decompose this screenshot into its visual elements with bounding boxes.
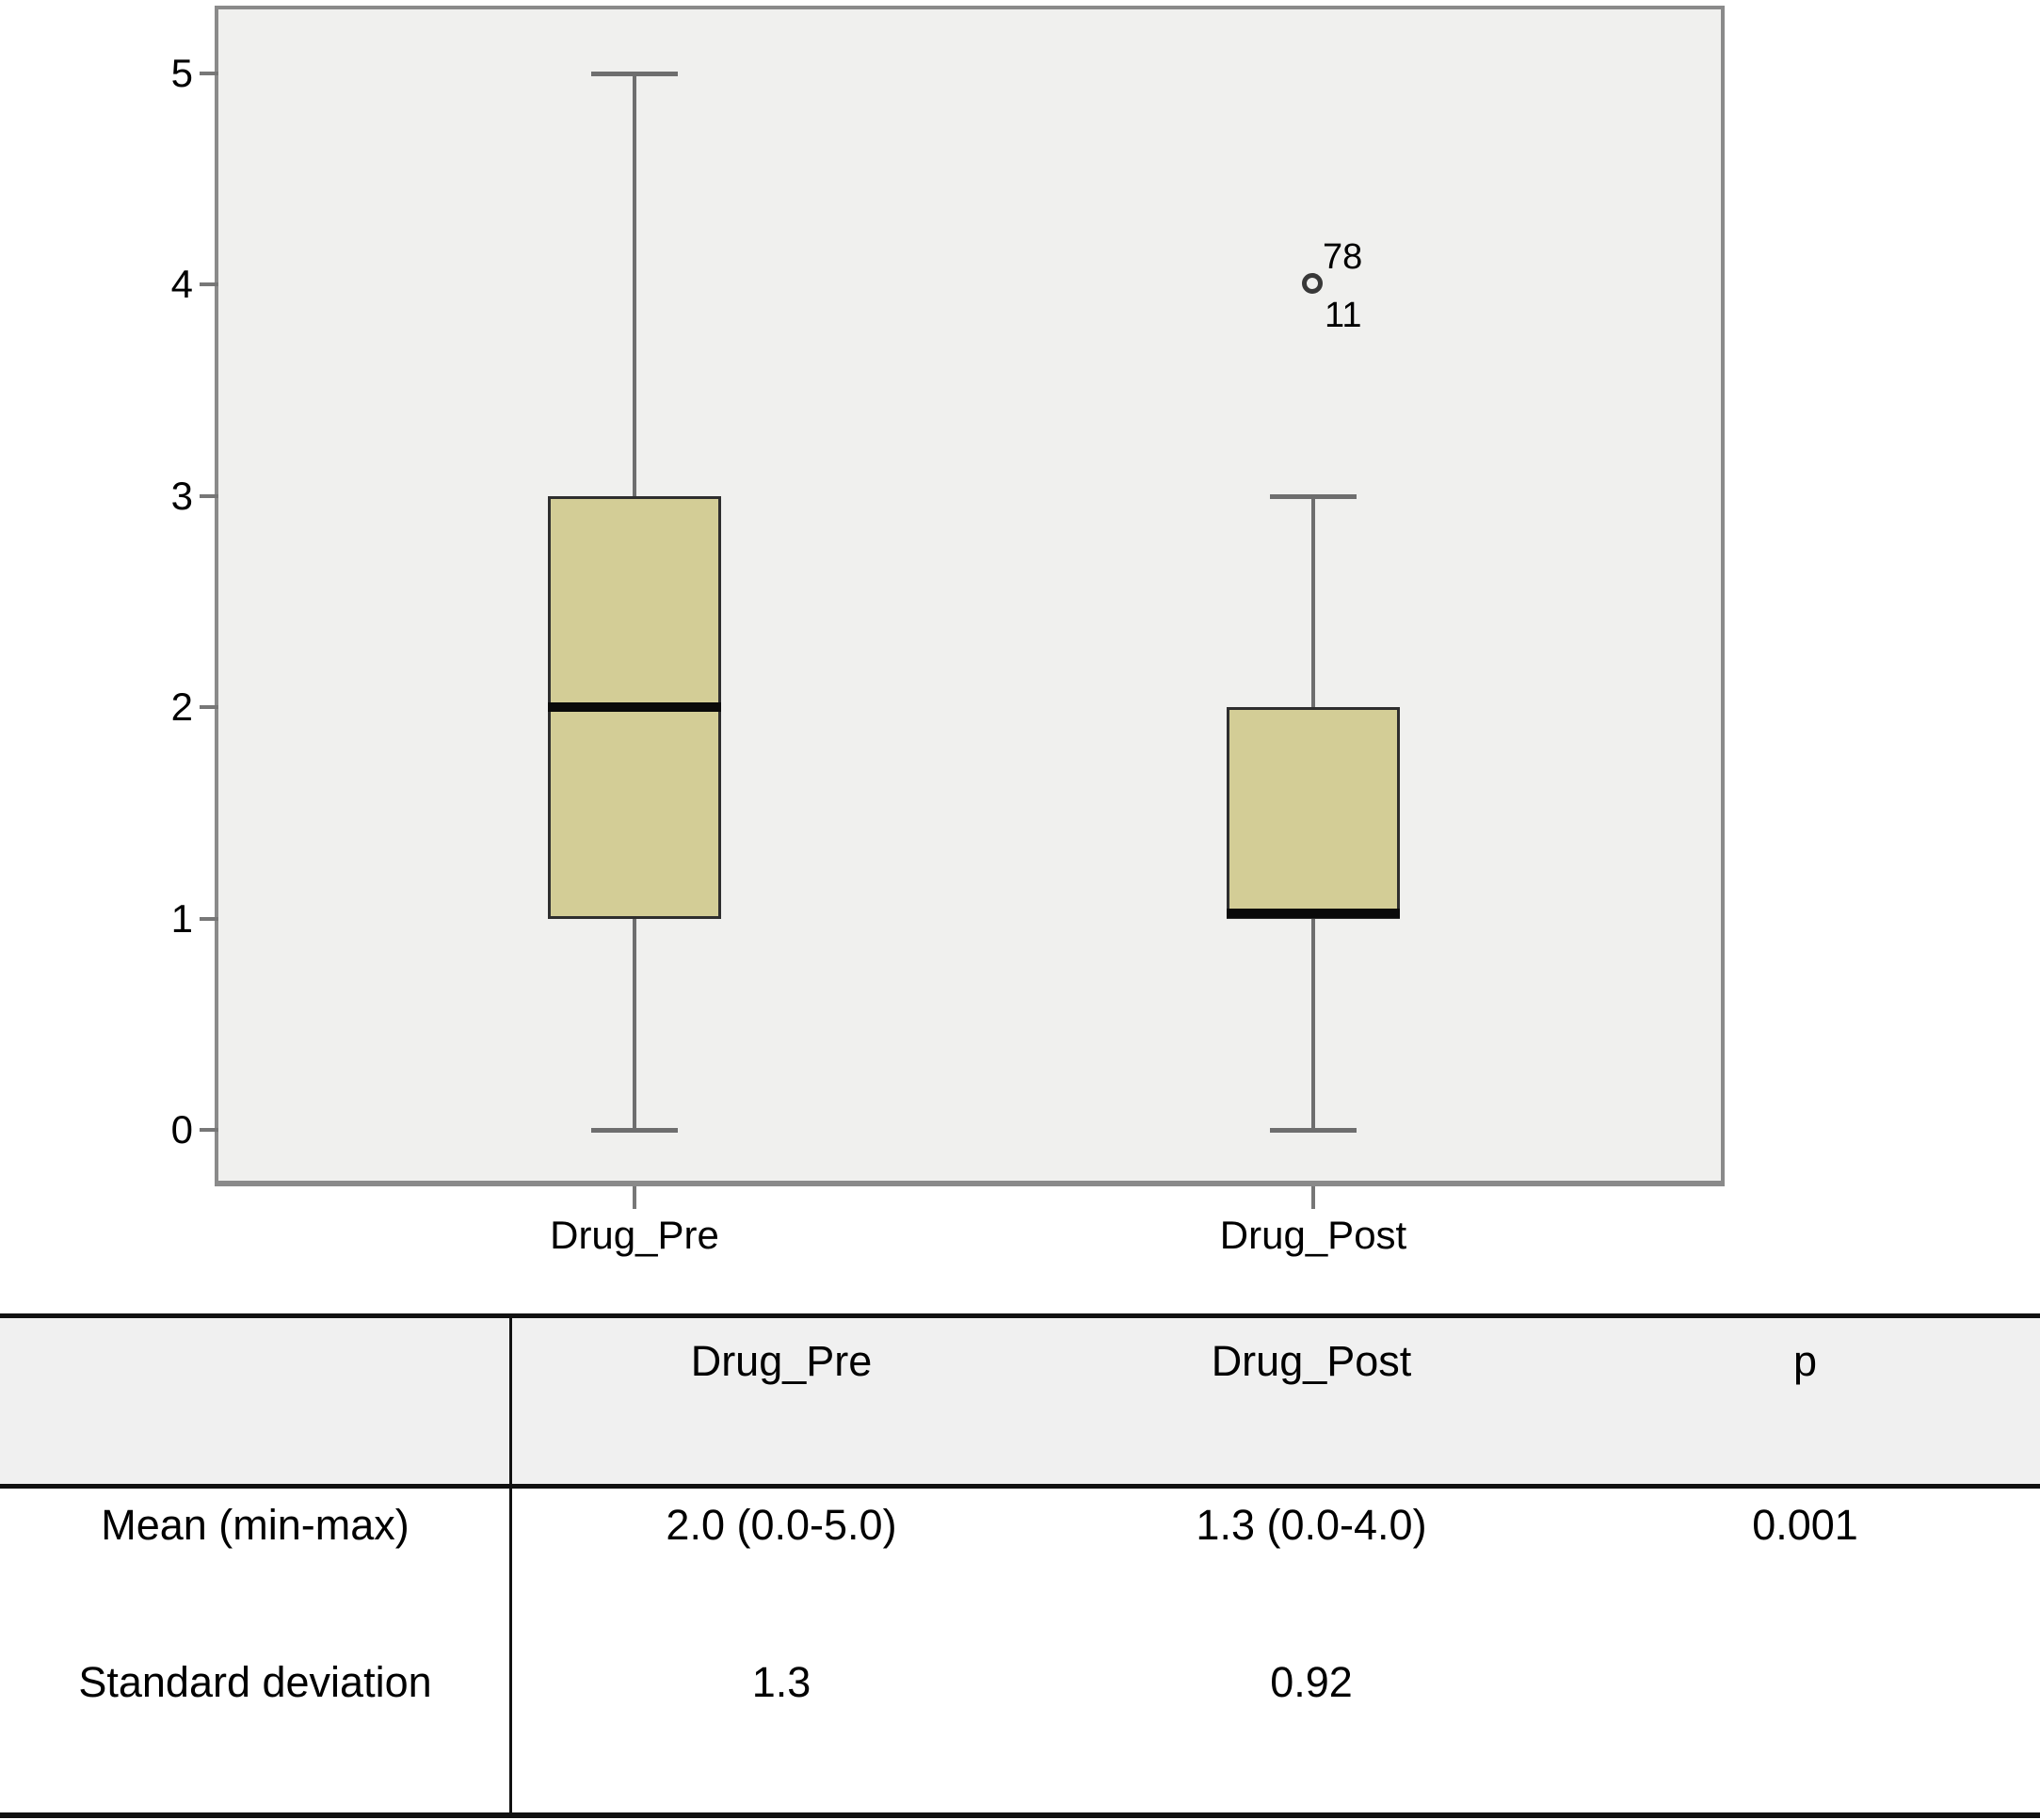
table-row: Mean (min-max) 2.0 (0.0-5.0) 1.3 (0.0-4.… [0,1497,2040,1554]
mean-drug-pre: 2.0 (0.0-5.0) [666,1501,897,1549]
table-vertical-divider [509,1313,512,1818]
mean-p-value: 0.001 [1752,1501,1858,1549]
row-label-sd: Standard deviation [78,1658,432,1706]
y-tick-label: 2 [170,685,193,730]
table-bottom-border [0,1812,2040,1818]
x-category-label: Drug_Post [1219,1213,1407,1257]
table-row: Standard deviation 1.3 0.92 [0,1654,2040,1711]
x-tick-mark [1311,1186,1315,1209]
x-tick-mark [633,1186,636,1209]
y-tick-label: 0 [170,1107,193,1152]
y-tick-label: 3 [170,473,193,518]
table-header-separator [0,1484,2040,1489]
y-tick-label: 5 [170,51,193,95]
header-cell-p: p [1792,1337,1818,1385]
y-tick-label: 4 [170,262,193,307]
y-tick-label: 1 [170,895,193,941]
mean-drug-post: 1.3 (0.0-4.0) [1196,1501,1427,1549]
table-top-border [0,1313,2040,1318]
header-cell-drug-post: Drug_Post [1211,1337,1412,1385]
x-category-label: Drug_Pre [550,1213,719,1257]
table-header-row: Drug_Pre Drug_Post p [0,1333,2040,1390]
plot-area [215,6,1725,1186]
table-header-background [0,1318,2040,1484]
sd-drug-pre: 1.3 [751,1658,811,1706]
header-cell-drug-pre: Drug_Pre [690,1337,873,1385]
sd-drug-post: 0.92 [1270,1658,1353,1706]
row-label-mean: Mean (min-max) [101,1501,410,1549]
